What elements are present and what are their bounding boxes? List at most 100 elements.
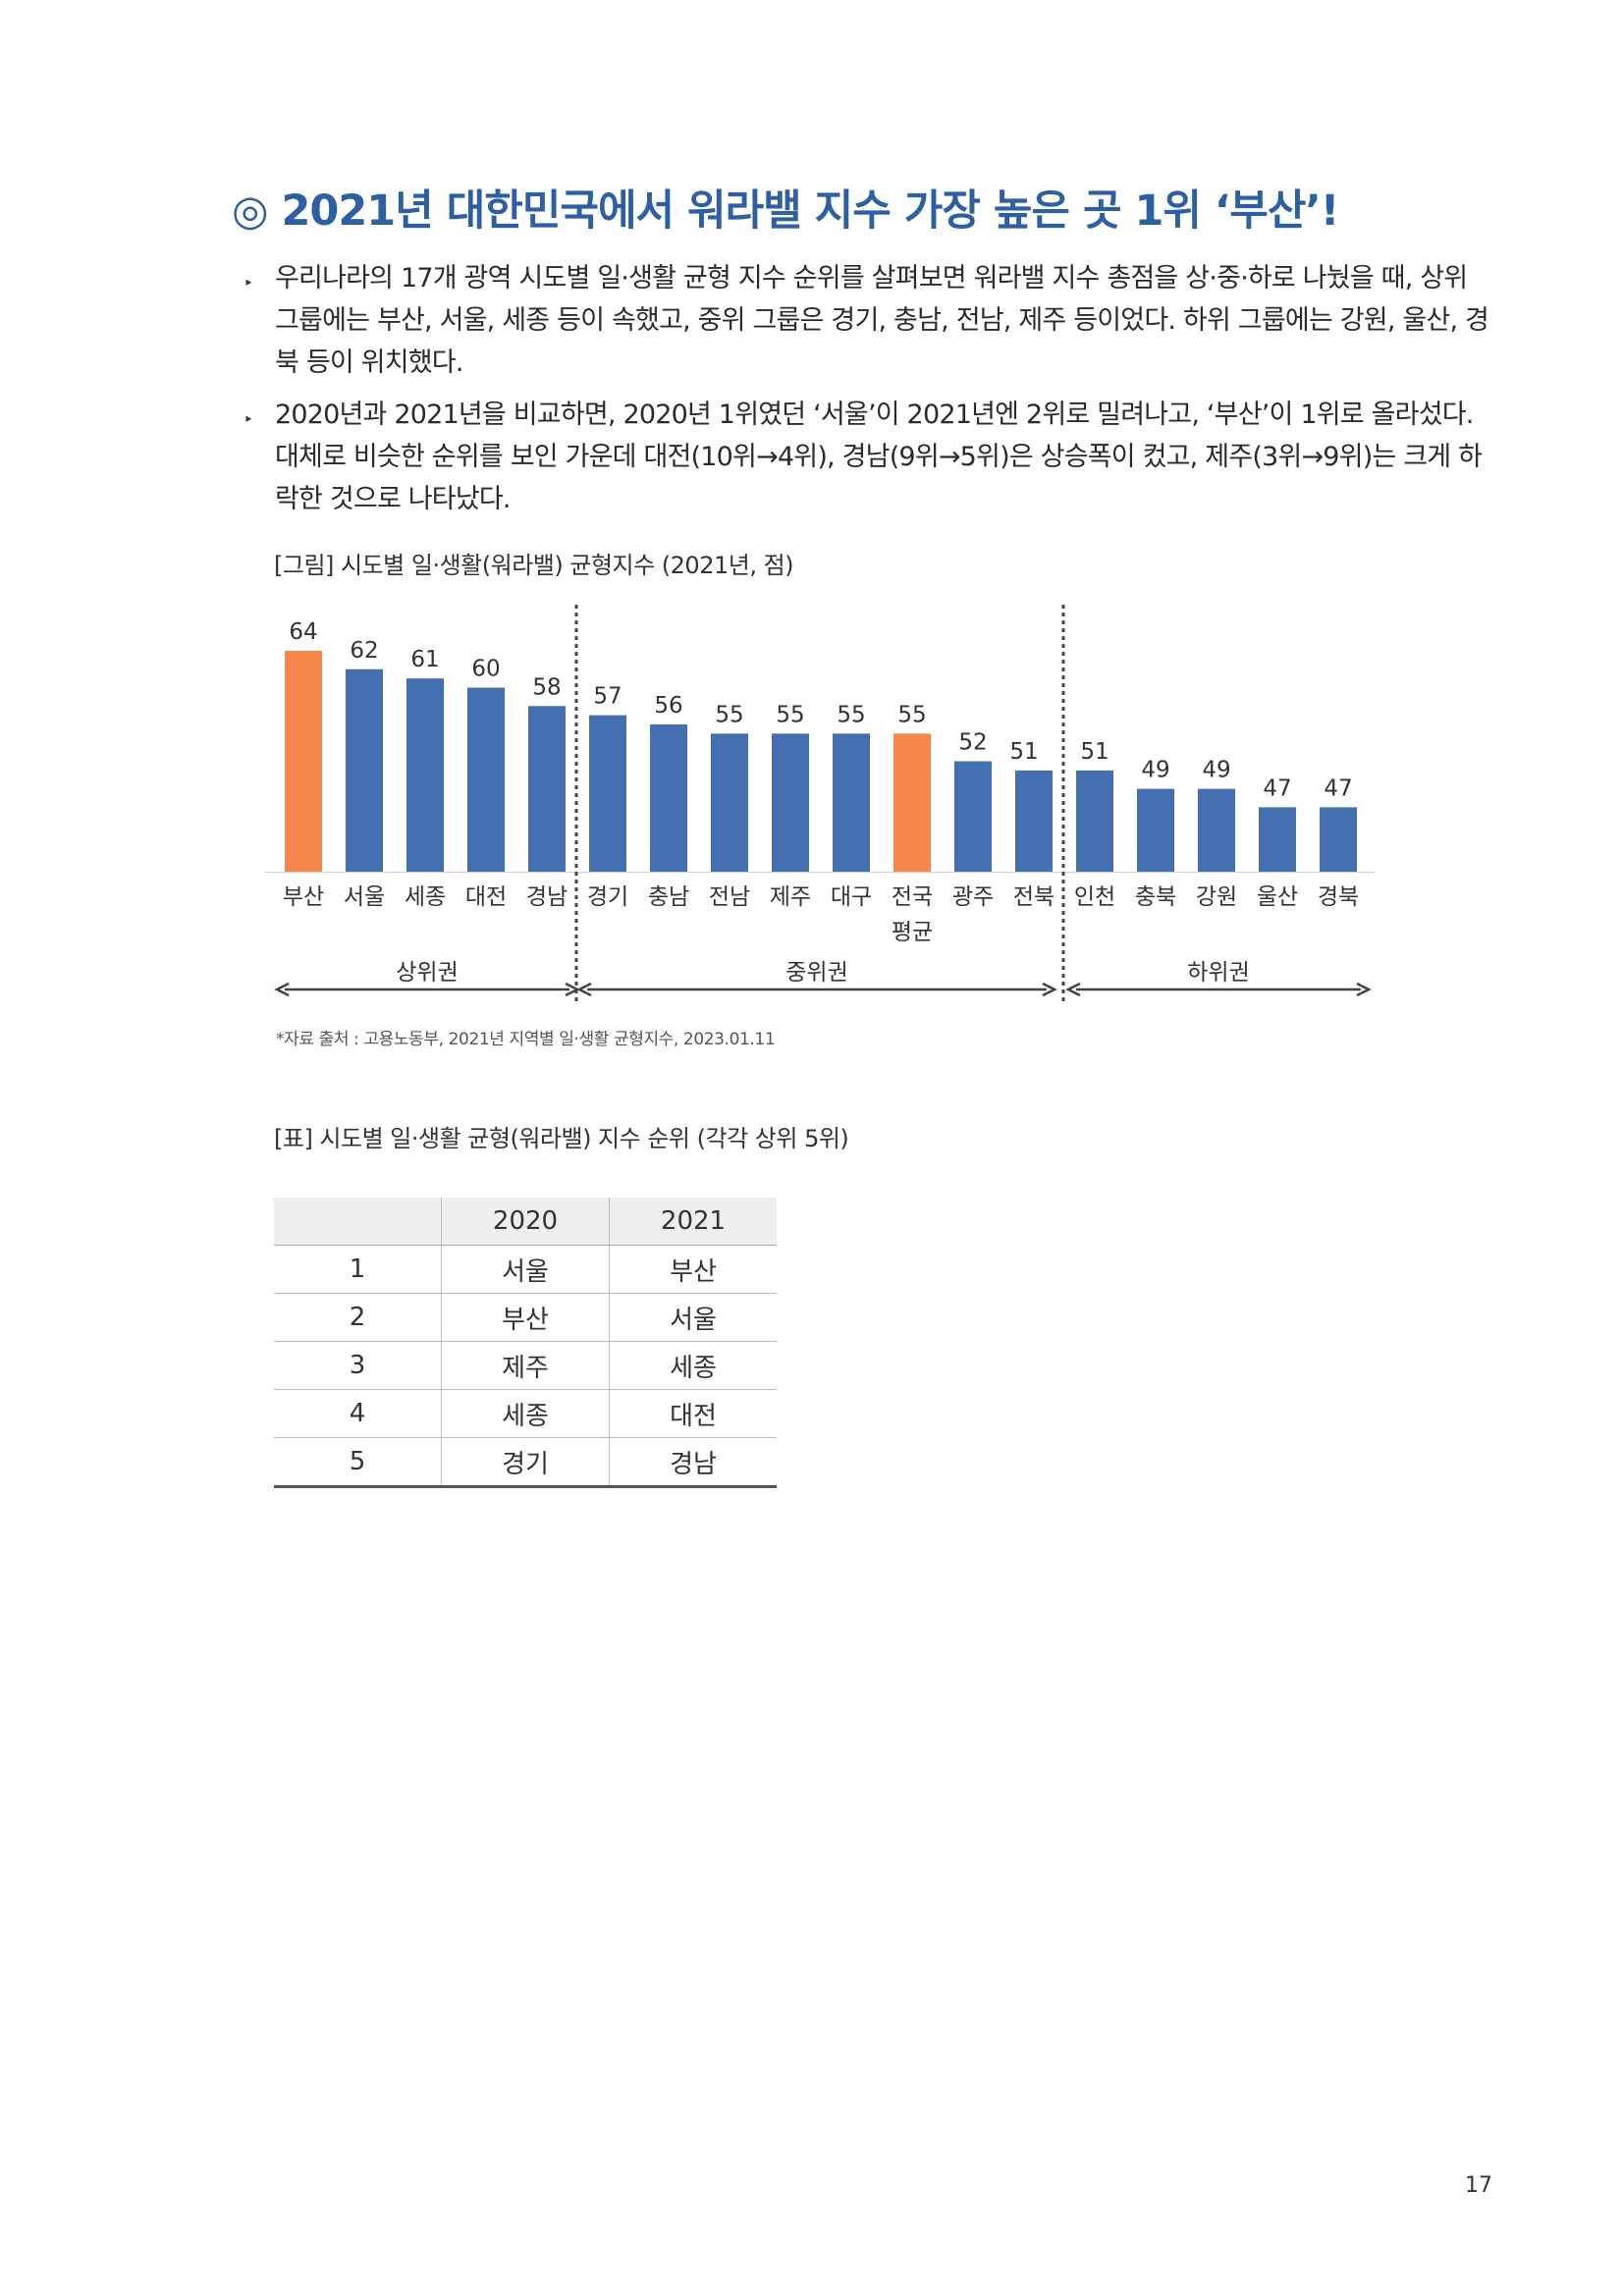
bar xyxy=(406,678,444,872)
table-header-cell: 2020 xyxy=(441,1198,610,1246)
bar-chart: 64 부산 62 서울 61 세종 60 대전 58 경남 57 경기 56 충남 55 전남 55 제주 55 대구… xyxy=(265,605,1375,1001)
bullet-paragraph: ‣ 우리나라의 17개 광역 시도별 일·생활 균형 지수 순위를 살펴보면 워… xyxy=(240,257,1496,384)
data-label: 47 xyxy=(1324,775,1352,801)
category-label: 인천 xyxy=(1074,884,1115,910)
bullet-marker-icon: ‣ xyxy=(243,274,253,294)
data-label: 52 xyxy=(958,730,987,756)
category-label: 평균 xyxy=(892,920,933,945)
region-2020-cell: 부산 xyxy=(441,1293,610,1342)
page-number: 17 xyxy=(1465,2173,1492,2198)
data-label: 51 xyxy=(1080,739,1109,765)
rank-cell: 5 xyxy=(274,1437,442,1488)
rank-cell: 3 xyxy=(274,1341,442,1390)
arrowhead-left-icon xyxy=(274,982,290,997)
bar xyxy=(833,733,870,872)
rank-cell: 1 xyxy=(274,1245,442,1294)
region-2020-cell: 제주 xyxy=(441,1341,610,1390)
data-label: 47 xyxy=(1263,775,1291,801)
category-label: 경북 xyxy=(1318,884,1359,910)
bar xyxy=(346,668,383,872)
rank-table: 2020 2021 1 서울 부산 2 부산 서울 3 제주 세종 4 세종 대… xyxy=(274,1198,777,1488)
bullet-paragraph: ‣ 2020년과 2021년을 비교하면, 2020년 1위였던 ‘서울’이 2… xyxy=(240,394,1496,520)
bar xyxy=(1259,807,1296,872)
source-note: *자료 출처 : 고용노동부, 2021년 지역별 일·생활 균형지수, 202… xyxy=(276,1030,776,1049)
bar xyxy=(1198,788,1235,872)
data-label: 64 xyxy=(289,619,317,645)
category-label: 대전 xyxy=(465,884,507,910)
group-label: 하위권 xyxy=(1187,960,1249,986)
bullet-marker-icon: ‣ xyxy=(243,410,253,430)
category-label: 경기 xyxy=(587,884,628,910)
data-label: 60 xyxy=(471,657,500,682)
bar xyxy=(650,724,687,872)
data-label: 56 xyxy=(654,693,682,719)
region-2020-cell: 서울 xyxy=(441,1245,610,1294)
group-label: 중위권 xyxy=(785,960,847,986)
table-header-row: 2020 2021 xyxy=(274,1198,777,1246)
category-label: 강원 xyxy=(1196,884,1237,910)
data-label: 58 xyxy=(532,674,561,700)
bullet-text: 우리나라의 17개 광역 시도별 일·생활 균형 지수 순위를 살펴보면 워라밸… xyxy=(275,263,1489,378)
category-label: 대구 xyxy=(831,884,872,910)
section-title: ◎ 2021년 대한민국에서 워라밸 지수 가장 높은 곳 1위 ‘부산’! xyxy=(232,187,1339,236)
region-2020-cell: 세종 xyxy=(441,1389,610,1438)
table-row: 2 부산 서울 xyxy=(274,1293,777,1342)
rank-cell: 2 xyxy=(274,1293,442,1342)
figure-caption: [그림] 시도별 일·생활(워라밸) 균형지수 (2021년, 점) xyxy=(274,552,794,579)
table-row: 5 경기 경남 xyxy=(274,1437,777,1488)
arrowhead-left-icon xyxy=(576,982,592,997)
bar xyxy=(893,733,931,872)
bar xyxy=(1320,807,1357,872)
region-2021-cell: 대전 xyxy=(609,1389,777,1438)
data-label: 57 xyxy=(593,684,622,710)
group-label: 상위권 xyxy=(396,960,458,986)
category-label: 전국 xyxy=(892,884,933,910)
category-label: 전북 xyxy=(1013,884,1055,910)
data-label: 55 xyxy=(897,702,926,727)
table-row: 1 서울 부산 xyxy=(274,1245,777,1294)
bar xyxy=(285,651,322,872)
region-2020-cell: 경기 xyxy=(441,1437,610,1488)
rank-cell: 4 xyxy=(274,1389,442,1438)
category-label: 울산 xyxy=(1257,884,1298,910)
data-label: 61 xyxy=(410,647,439,672)
category-label: 세종 xyxy=(405,884,446,910)
bar xyxy=(1076,770,1113,872)
region-2021-cell: 세종 xyxy=(609,1341,777,1390)
category-label: 제주 xyxy=(770,884,811,910)
category-label: 부산 xyxy=(283,884,324,910)
table-row: 4 세종 대전 xyxy=(274,1389,777,1438)
data-label: 55 xyxy=(715,702,743,727)
arrowhead-right-icon xyxy=(1356,982,1372,997)
category-label: 광주 xyxy=(952,884,994,910)
data-label: 55 xyxy=(776,702,804,727)
bar xyxy=(954,761,992,872)
table-row: 3 제주 세종 xyxy=(274,1341,777,1390)
arrowhead-right-icon xyxy=(1042,982,1057,997)
bar xyxy=(467,687,505,872)
region-2021-cell: 부산 xyxy=(609,1245,777,1294)
bar xyxy=(772,733,809,872)
table-header-cell: 2021 xyxy=(609,1198,777,1246)
data-label: 62 xyxy=(350,638,378,664)
arrowhead-left-icon xyxy=(1065,982,1081,997)
region-2021-cell: 경남 xyxy=(609,1437,777,1488)
category-label: 충북 xyxy=(1135,884,1176,910)
category-label: 전남 xyxy=(709,884,750,910)
data-label: 51 xyxy=(1009,739,1038,765)
category-label: 충남 xyxy=(648,884,689,910)
category-label: 경남 xyxy=(526,884,568,910)
bar xyxy=(1015,770,1053,872)
data-label: 49 xyxy=(1141,758,1169,783)
bar xyxy=(711,733,748,872)
category-label: 서울 xyxy=(344,884,385,910)
bar xyxy=(1137,788,1174,872)
bar xyxy=(528,706,566,872)
region-2021-cell: 서울 xyxy=(609,1293,777,1342)
data-label: 55 xyxy=(837,702,865,727)
table-caption: [표] 시도별 일·생활 균형(워라밸) 지수 순위 (각각 상위 5위) xyxy=(274,1125,849,1152)
bar xyxy=(589,715,626,872)
data-label: 49 xyxy=(1202,758,1230,783)
table-header-cell xyxy=(274,1198,442,1246)
bullet-text: 2020년과 2021년을 비교하면, 2020년 1위였던 ‘서울’이 202… xyxy=(275,400,1483,514)
